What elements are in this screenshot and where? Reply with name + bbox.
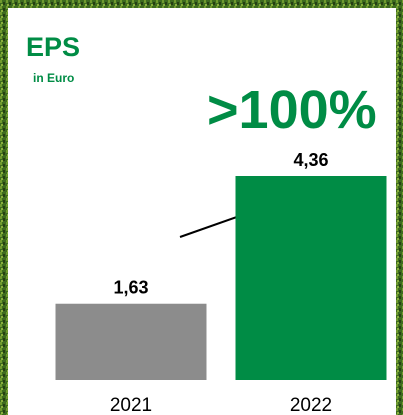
chart-title: EPS — [26, 32, 80, 62]
chart-subtitle: in Euro — [33, 71, 74, 85]
annotation: >100% — [207, 80, 377, 140]
value-label: 4,36 — [293, 150, 328, 170]
x-tick-label: 2022 — [290, 395, 332, 415]
x-tick-label: 2021 — [110, 395, 152, 415]
bar — [55, 303, 207, 380]
value-label: 1,63 — [113, 278, 148, 298]
bar — [235, 176, 387, 380]
